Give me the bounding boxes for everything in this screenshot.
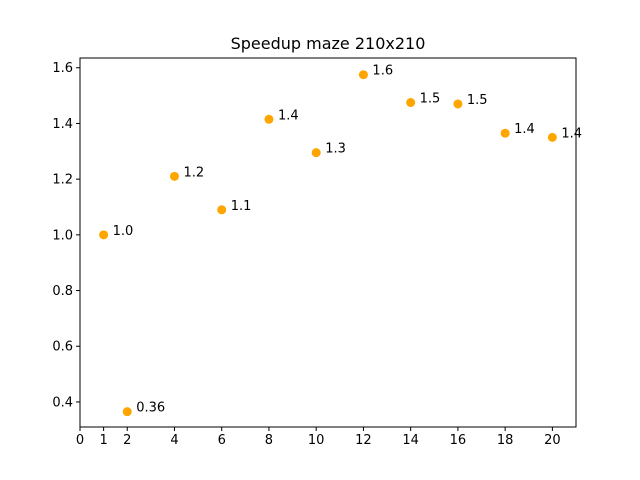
y-tick-label: 1.0 xyxy=(52,228,73,243)
data-label: 1.1 xyxy=(231,199,252,214)
axis-ticks: 0 1 2 4 6 8 10 12 14 16 18 200.40.60.81.01.21.41.6 xyxy=(52,61,560,448)
data-labels: 1.0 0.36 1.2 1.1 1.4 1.3 1.6 1.5 1.5 1.4 1.4 xyxy=(113,64,582,416)
chart-title: Speedup maze 210x210 xyxy=(231,34,426,53)
x-tick-label: 18 xyxy=(497,433,514,448)
data-point xyxy=(217,205,227,215)
y-tick-label: 0.8 xyxy=(52,284,73,299)
data-point xyxy=(547,132,557,142)
data-point xyxy=(358,70,368,80)
data-label: 1.0 xyxy=(113,224,134,239)
data-label: 1.4 xyxy=(278,108,299,123)
x-tick-label: 14 xyxy=(402,433,419,448)
data-point xyxy=(122,407,132,417)
x-tick-label: 16 xyxy=(450,433,467,448)
y-tick-label: 0.6 xyxy=(52,340,73,355)
data-point xyxy=(99,230,109,240)
data-label: 1.4 xyxy=(561,126,582,141)
x-tick-label: 6 xyxy=(218,433,226,448)
data-label: 1.4 xyxy=(514,122,535,137)
data-point xyxy=(264,114,274,124)
y-tick-label: 1.4 xyxy=(52,117,73,132)
data-point xyxy=(406,98,416,108)
plot-frame xyxy=(79,57,577,428)
data-point xyxy=(311,148,321,158)
data-label: 1.3 xyxy=(325,142,346,157)
data-points xyxy=(99,70,557,417)
data-label: 0.36 xyxy=(136,401,165,416)
y-tick-label: 1.6 xyxy=(52,61,73,76)
x-tick-label: 2 xyxy=(123,433,131,448)
data-point xyxy=(453,99,463,109)
x-tick-label: 8 xyxy=(265,433,273,448)
x-tick-label: 0 xyxy=(76,433,84,448)
data-label: 1.2 xyxy=(183,165,204,180)
data-label: 1.5 xyxy=(467,93,488,108)
y-tick-label: 0.4 xyxy=(52,395,73,410)
data-point xyxy=(500,128,510,138)
data-label: 1.6 xyxy=(372,64,393,79)
x-tick-label: 10 xyxy=(308,433,325,448)
y-tick-label: 1.2 xyxy=(52,173,73,188)
data-point xyxy=(169,171,179,181)
data-label: 1.5 xyxy=(420,92,441,107)
x-tick-label: 12 xyxy=(355,433,372,448)
x-tick-label: 20 xyxy=(544,433,561,448)
x-tick-label: 4 xyxy=(170,433,178,448)
x-tick-label: 1 xyxy=(99,433,107,448)
